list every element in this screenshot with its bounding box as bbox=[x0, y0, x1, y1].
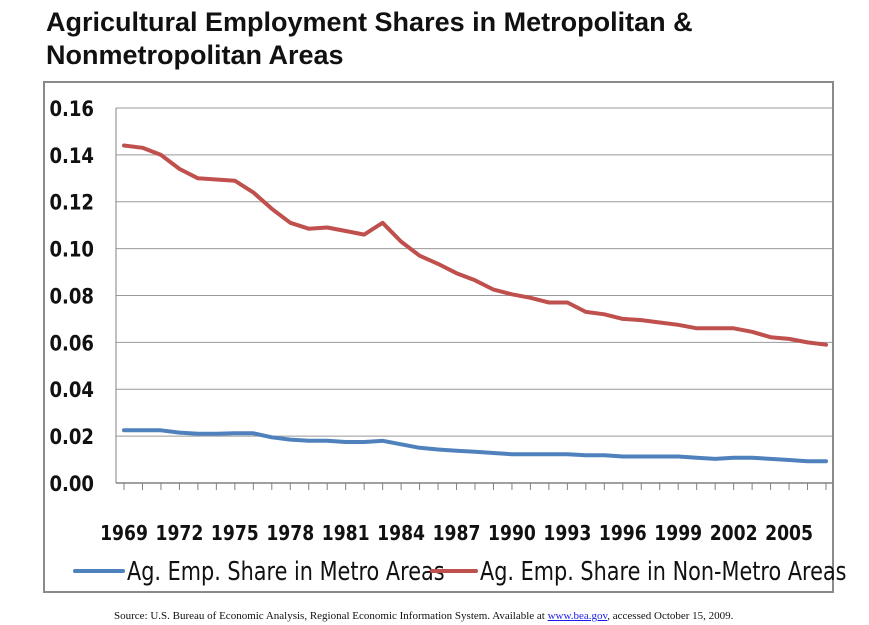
y-tick-label: 0.08 bbox=[49, 284, 94, 309]
source-text: Source: U.S. Bureau of Economic Analysis… bbox=[114, 610, 548, 622]
legend: Ag. Emp. Share in Metro Areas Ag. Emp. Sh… bbox=[73, 556, 847, 587]
x-tick-label: 2005 bbox=[765, 523, 813, 546]
source-suffix: , accessed October 15, 2009. bbox=[607, 610, 734, 622]
y-tick-label: 0.04 bbox=[49, 378, 94, 403]
legend-label-nonmetro: Ag. Emp. Share in Non-Metro Areas bbox=[480, 556, 847, 587]
x-tick-label: 1999 bbox=[654, 523, 702, 546]
source-note: Source: U.S. Bureau of Economic Analysis… bbox=[114, 610, 854, 622]
legend-label-metro: Ag. Emp. Share in Metro Areas bbox=[127, 556, 445, 587]
x-tick-label: 1969 bbox=[100, 523, 148, 546]
tick-labels: 0.00 0.02 0.04 0.06 0.08 0.10 0.12 0.14 0.16 1969… bbox=[49, 97, 813, 546]
x-tick-label: 1972 bbox=[155, 523, 203, 546]
source-link[interactable]: www.bea.gov bbox=[547, 610, 608, 622]
x-tick-label: 1987 bbox=[433, 523, 481, 546]
x-tick-label: 1975 bbox=[211, 523, 259, 546]
chart-title: Agricultural Employment Shares in Metrop… bbox=[46, 7, 693, 70]
y-tick-label: 0.02 bbox=[49, 425, 94, 450]
x-tick-label: 1993 bbox=[543, 523, 591, 546]
x-tick-label: 1990 bbox=[488, 523, 536, 546]
y-tick-label: 0.12 bbox=[49, 190, 94, 215]
y-tick-label: 0.06 bbox=[49, 331, 94, 356]
series-line-metro bbox=[122, 428, 828, 464]
series-lines bbox=[122, 143, 828, 464]
series-line-nonmetro bbox=[122, 143, 828, 347]
axes bbox=[115, 108, 833, 490]
x-tick-label: 1996 bbox=[599, 523, 647, 546]
y-tick-label: 0.10 bbox=[49, 237, 94, 262]
x-tick-label: 1984 bbox=[377, 523, 425, 546]
chart-frame bbox=[43, 81, 834, 593]
y-tick-label: 0.14 bbox=[49, 144, 94, 169]
x-tick-label: 2002 bbox=[710, 523, 758, 546]
y-tick-label: 0.00 bbox=[49, 472, 94, 497]
y-tick-label: 0.16 bbox=[49, 97, 94, 122]
line-chart: 0.00 0.02 0.04 0.06 0.08 0.10 0.12 0.14 0.16 1969… bbox=[49, 97, 847, 587]
gridlines bbox=[116, 107, 833, 437]
x-tick-label: 1981 bbox=[322, 523, 370, 546]
x-tick-label: 1978 bbox=[266, 523, 314, 546]
